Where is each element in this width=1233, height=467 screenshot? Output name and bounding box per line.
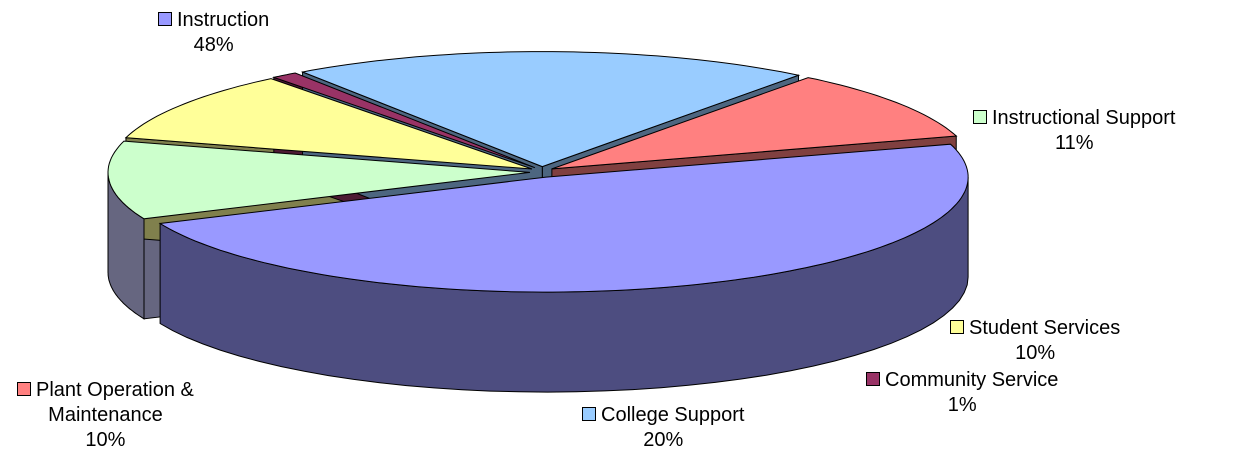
label-instructional-support-name: Instructional Support xyxy=(992,107,1176,129)
legend-swatch-student-services xyxy=(950,320,964,334)
pie-slice-instruction xyxy=(158,143,969,293)
legend-swatch-instruction xyxy=(158,12,172,26)
label-student-services-pct: 10% xyxy=(1015,342,1056,364)
label-community-service: Community Service 1% xyxy=(866,368,1058,418)
pie-slice-student-services xyxy=(124,78,533,170)
label-college-support: College Support 20% xyxy=(582,403,744,453)
pie-slice-instructional-support xyxy=(107,140,531,220)
pie-slice-college-support xyxy=(300,51,801,168)
label-community-service-name: Community Service xyxy=(885,369,1059,391)
label-plant-operation: Plant Operation & Maintenance 10% xyxy=(17,378,194,453)
label-plant-operation-pct: 10% xyxy=(85,429,126,451)
pie-tops xyxy=(107,51,969,293)
label-college-support-name: College Support xyxy=(601,404,745,426)
pie-slice-plant-operation-maintenance xyxy=(551,77,958,170)
legend-swatch-instructional-support xyxy=(973,110,987,124)
label-student-services: Student Services 10% xyxy=(950,316,1120,366)
label-college-support-pct: 20% xyxy=(643,429,684,451)
pie-slice-community-service xyxy=(271,72,536,169)
label-instruction-pct: 48% xyxy=(193,34,234,56)
label-community-service-pct: 1% xyxy=(947,394,977,416)
label-instructional-support: Instructional Support 11% xyxy=(973,106,1175,156)
legend-swatch-community-service xyxy=(866,372,880,386)
label-student-services-name: Student Services xyxy=(969,317,1121,339)
label-instruction: Instruction 48% xyxy=(158,8,269,58)
legend-swatch-college-support xyxy=(582,407,596,421)
legend-swatch-plant-operation xyxy=(17,382,31,396)
label-plant-operation-name-line2: Maintenance xyxy=(48,404,163,426)
label-instructional-support-pct: 11% xyxy=(1054,132,1094,154)
label-plant-operation-name-line1: Plant Operation & xyxy=(36,379,194,401)
label-instruction-name: Instruction xyxy=(177,9,270,31)
